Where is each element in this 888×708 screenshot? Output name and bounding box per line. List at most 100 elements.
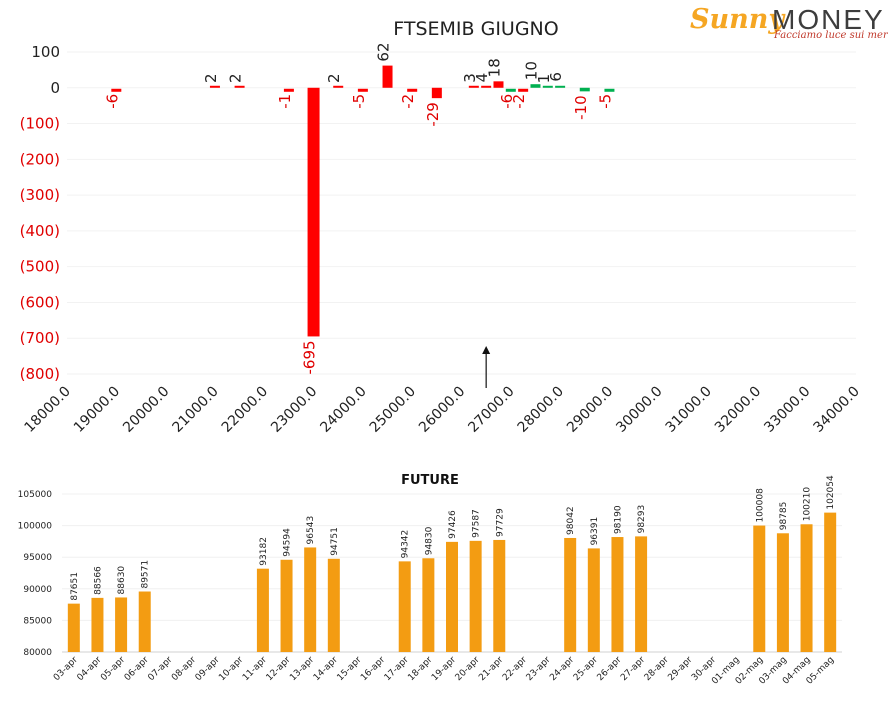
future-bar [611,537,624,652]
x-tick-label: 08-apr [170,655,198,683]
bar-data-label: -1 [276,94,294,109]
option-bar [283,88,294,92]
x-tick-label: 11-apr [241,655,269,683]
bar-data-label: 100210 [803,487,813,522]
option-bar [382,65,393,88]
option-bar [542,85,553,88]
bar-data-label: 94830 [424,526,434,555]
bar-data-label: 98785 [779,502,789,531]
bar-data-label: 93182 [259,537,269,566]
x-tick-label: 02-mag [734,655,766,687]
logo-money-text: MONEY [772,4,885,35]
bar-data-label: 100008 [755,488,765,523]
x-tick-label: 24-apr [548,655,576,683]
future-bar [398,561,411,652]
x-tick-label: 28-apr [643,655,671,683]
y-tick-label: (400) [20,222,60,240]
x-tick-label: 22000.0 [219,384,271,436]
x-tick-label: 14-apr [312,655,340,683]
bar-data-label: 62 [375,43,393,62]
x-tick-label: 30-apr [690,655,718,683]
future-bar [280,559,293,652]
option-bar [505,88,516,92]
option-bar [333,85,344,88]
bar-data-label: 3 [461,73,479,83]
option-bar [468,85,479,88]
x-tick-label: 04-apr [76,655,104,683]
x-tick-label: 34000.0 [811,384,863,436]
future-bar [776,533,789,652]
bar-data-label: -2 [510,94,528,109]
future-bar [800,524,813,652]
future-bar [493,539,506,652]
bar-data-label: 2 [202,74,220,84]
x-tick-label: 33000.0 [761,384,813,436]
future-bar [67,603,80,652]
chart-title: FUTURE [401,473,459,488]
y-tick-label: (200) [20,150,60,168]
x-tick-label: 30000.0 [613,384,665,436]
option-bar [604,88,615,92]
y-tick-label: (300) [20,186,60,204]
option-bar [481,85,492,88]
bar-data-label: 4 [473,73,491,83]
bar-data-label: -10 [572,95,590,120]
x-tick-label: 20-apr [454,655,482,683]
x-tick-label: 07-apr [146,655,174,683]
x-tick-label: 23-apr [525,655,553,683]
bar-data-label: 98190 [613,505,623,534]
y-tick-label: 95000 [23,553,52,563]
y-tick-label: 100000 [18,522,53,532]
x-tick-label: 15-apr [336,655,364,683]
x-tick-label: 05-mag [805,655,837,687]
option-bar [431,87,442,99]
x-tick-label: 28000.0 [515,384,567,436]
bar-data-label: 94751 [330,527,340,556]
x-tick-label: 24000.0 [317,384,369,436]
x-tick-label: 26-apr [596,655,624,683]
future-bar [753,525,766,652]
bar-data-label: -6 [103,94,121,109]
x-tick-label: 26000.0 [416,384,468,436]
x-tick-label: 29-apr [666,655,694,683]
bar-data-label: -5 [596,94,614,109]
y-tick-label: 105000 [18,490,53,500]
option-bar [307,87,320,337]
bar-data-label: -2 [399,94,417,109]
x-tick-label: 32000.0 [712,384,764,436]
x-tick-label: 27000.0 [465,384,517,436]
x-tick-label: 29000.0 [564,384,616,436]
bar-data-label: 94594 [283,528,293,557]
logo-tagline: Facciamo luce sui mercati [774,30,888,41]
y-tick-label: 0 [50,79,60,97]
bar-data-label: 97426 [448,510,458,539]
future-bar [587,548,600,652]
future-bar [422,558,435,652]
x-tick-label: 20000.0 [120,384,172,436]
x-tick-label: 25-apr [572,655,600,683]
future-bar [91,597,104,652]
future-bar [446,541,458,652]
x-tick-label: 21-apr [477,655,505,683]
x-tick-label: 23000.0 [268,384,320,436]
bar-data-label: -29 [424,102,442,127]
bar-data-label: 88566 [93,566,103,595]
x-tick-label: 03-mag [757,655,789,687]
bar-data-label: -5 [350,94,368,109]
option-bar [493,81,504,88]
bar-data-label: 2 [325,74,343,84]
bar-data-label: 88630 [117,566,127,595]
chart-title: FTSEMIB GIUGNO [393,18,558,40]
future-bar [115,597,128,652]
bar-data-label: 98042 [566,506,576,535]
future-bar [469,540,482,652]
option-bar [234,85,245,88]
x-tick-label: 03-apr [52,655,80,683]
x-tick-label: 19-apr [430,655,458,683]
option-bar [518,88,529,92]
x-tick-label: 10-apr [217,655,245,683]
y-tick-label: (800) [20,365,60,383]
y-tick-label: 85000 [23,616,52,626]
x-tick-label: 04-mag [781,655,813,687]
bar-data-label: 97729 [495,508,505,537]
